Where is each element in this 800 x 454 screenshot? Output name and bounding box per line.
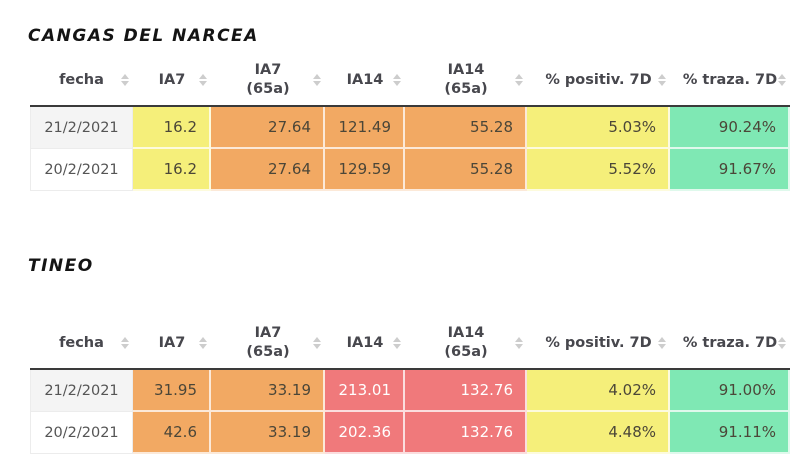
value-cell-pct-traza: 91.00% bbox=[670, 370, 790, 412]
value-cell-pct-traza: 91.67% bbox=[670, 149, 790, 191]
column-header-ia14-65a[interactable]: IA14 (65a) bbox=[405, 318, 527, 368]
sort-icon[interactable] bbox=[199, 337, 207, 349]
sort-icon[interactable] bbox=[313, 337, 321, 349]
value-cell-pct-positiv: 5.52% bbox=[527, 149, 670, 191]
table-body: 21/2/2021 16.2 27.64 121.49 55.28 5.03% … bbox=[30, 105, 790, 191]
table-row: 20/2/2021 42.6 33.19 202.36 132.76 4.48%… bbox=[30, 412, 790, 454]
value-cell-ia14-65a: 55.28 bbox=[405, 149, 527, 191]
value-cell-pct-positiv: 4.48% bbox=[527, 412, 670, 454]
value-cell-ia14: 121.49 bbox=[325, 107, 405, 149]
value-cell-ia7-65a: 27.64 bbox=[211, 107, 325, 149]
sort-icon[interactable] bbox=[515, 74, 523, 86]
value-cell-ia14: 129.59 bbox=[325, 149, 405, 191]
value-cell-ia14: 202.36 bbox=[325, 412, 405, 454]
sort-icon[interactable] bbox=[313, 74, 321, 86]
table-cangas-del-narcea: fecha IA7 IA7 (65a) IA14 IA14 (65a) % po… bbox=[30, 55, 790, 191]
column-header-pct-traza-7d[interactable]: % traza. 7D bbox=[670, 318, 790, 368]
column-header-fecha[interactable]: fecha bbox=[30, 318, 133, 368]
column-header-ia14-65a[interactable]: IA14 (65a) bbox=[405, 55, 527, 105]
table-title-cangas-del-narcea: CANGAS DEL NARCEA bbox=[28, 26, 259, 46]
column-header-pct-traza-7d[interactable]: % traza. 7D bbox=[670, 55, 790, 105]
value-cell-ia14-65a: 132.76 bbox=[405, 370, 527, 412]
value-cell-ia7-65a: 27.64 bbox=[211, 149, 325, 191]
value-cell-pct-positiv: 4.02% bbox=[527, 370, 670, 412]
column-header-ia7[interactable]: IA7 bbox=[133, 55, 211, 105]
sort-icon[interactable] bbox=[778, 337, 786, 349]
sort-icon[interactable] bbox=[658, 337, 666, 349]
table-title-tineo: TINEO bbox=[28, 256, 94, 276]
column-header-pct-positiv-7d[interactable]: % positiv. 7D bbox=[527, 318, 670, 368]
sort-icon[interactable] bbox=[199, 74, 207, 86]
sort-icon[interactable] bbox=[658, 74, 666, 86]
value-cell-pct-positiv: 5.03% bbox=[527, 107, 670, 149]
sort-icon[interactable] bbox=[121, 337, 129, 349]
value-cell-ia7: 16.2 bbox=[133, 149, 211, 191]
value-cell-ia14-65a: 55.28 bbox=[405, 107, 527, 149]
table-header-row: fecha IA7 IA7 (65a) IA14 IA14 (65a) % po… bbox=[30, 318, 790, 368]
value-cell-ia7: 42.6 bbox=[133, 412, 211, 454]
sort-icon[interactable] bbox=[393, 337, 401, 349]
column-header-fecha[interactable]: fecha bbox=[30, 55, 133, 105]
value-cell-ia14: 213.01 bbox=[325, 370, 405, 412]
value-cell-ia7: 16.2 bbox=[133, 107, 211, 149]
value-cell-ia14-65a: 132.76 bbox=[405, 412, 527, 454]
table-row: 20/2/2021 16.2 27.64 129.59 55.28 5.52% … bbox=[30, 149, 790, 191]
value-cell-ia7: 31.95 bbox=[133, 370, 211, 412]
sort-icon[interactable] bbox=[778, 74, 786, 86]
table-row: 21/2/2021 31.95 33.19 213.01 132.76 4.02… bbox=[30, 370, 790, 412]
date-cell: 20/2/2021 bbox=[30, 412, 133, 454]
value-cell-pct-traza: 90.24% bbox=[670, 107, 790, 149]
date-cell: 21/2/2021 bbox=[30, 370, 133, 412]
table-body: 21/2/2021 31.95 33.19 213.01 132.76 4.02… bbox=[30, 368, 790, 454]
date-cell: 21/2/2021 bbox=[30, 107, 133, 149]
column-header-ia14[interactable]: IA14 bbox=[325, 318, 405, 368]
table-tineo: fecha IA7 IA7 (65a) IA14 IA14 (65a) % po… bbox=[30, 318, 790, 454]
value-cell-ia7-65a: 33.19 bbox=[211, 370, 325, 412]
column-header-ia7[interactable]: IA7 bbox=[133, 318, 211, 368]
column-header-ia7-65a[interactable]: IA7 (65a) bbox=[211, 318, 325, 368]
sort-icon[interactable] bbox=[121, 74, 129, 86]
column-header-pct-positiv-7d[interactable]: % positiv. 7D bbox=[527, 55, 670, 105]
value-cell-ia7-65a: 33.19 bbox=[211, 412, 325, 454]
table-row: 21/2/2021 16.2 27.64 121.49 55.28 5.03% … bbox=[30, 107, 790, 149]
value-cell-pct-traza: 91.11% bbox=[670, 412, 790, 454]
sort-icon[interactable] bbox=[393, 74, 401, 86]
column-header-ia14[interactable]: IA14 bbox=[325, 55, 405, 105]
table-header-row: fecha IA7 IA7 (65a) IA14 IA14 (65a) % po… bbox=[30, 55, 790, 105]
column-header-ia7-65a[interactable]: IA7 (65a) bbox=[211, 55, 325, 105]
sort-icon[interactable] bbox=[515, 337, 523, 349]
date-cell: 20/2/2021 bbox=[30, 149, 133, 191]
